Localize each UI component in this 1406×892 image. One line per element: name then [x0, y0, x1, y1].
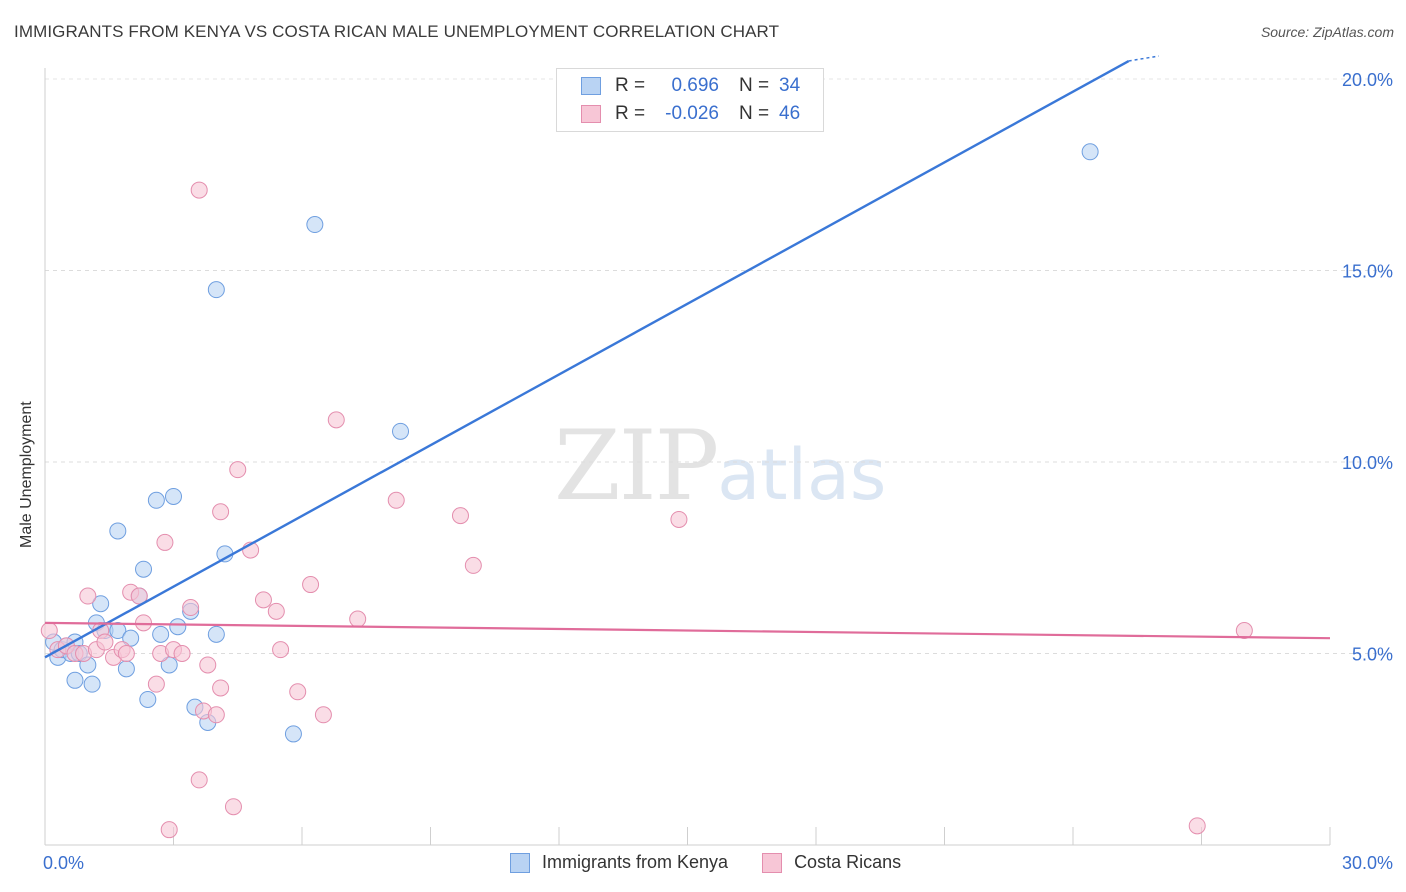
watermark: ZIPatlas — [554, 410, 886, 522]
point-costa-rica — [327, 411, 345, 429]
point-costa-rica — [96, 633, 114, 651]
point-costa-rica — [156, 533, 174, 551]
kenya-swatch — [510, 852, 530, 873]
point-costa-rica — [254, 591, 272, 609]
point-kenya — [92, 595, 110, 613]
watermark-zip: ZIP — [554, 410, 719, 522]
trendline-extension-kenya — [1128, 55, 1159, 62]
legend-item-costa-rica[interactable]: Costa Ricans — [762, 852, 901, 873]
point-costa-rica — [147, 675, 165, 693]
n-label: N = — [739, 75, 770, 96]
x-tick-label: 30.0% — [1342, 853, 1393, 873]
legend-label-costa-rica: Costa Ricans — [794, 852, 902, 872]
costa-swatch — [581, 105, 601, 123]
point-costa-rica — [272, 641, 290, 659]
point-kenya — [147, 491, 165, 509]
legend-row-kenya: R = 0.696 N = 34 — [581, 73, 800, 99]
point-kenya — [152, 625, 170, 643]
y-tick-label: 5.0% — [1352, 645, 1393, 665]
point-kenya — [109, 522, 127, 540]
point-kenya — [117, 660, 135, 678]
x-tick-label: 0.0% — [43, 853, 84, 873]
legend-label-kenya: Immigrants from Kenya — [542, 852, 729, 872]
point-costa-rica — [173, 645, 191, 662]
point-kenya — [66, 671, 84, 689]
r-label: R = — [615, 103, 646, 124]
point-costa-rica — [135, 614, 153, 632]
point-costa-rica — [199, 656, 217, 674]
point-kenya — [207, 625, 225, 643]
costa-swatch — [762, 852, 783, 873]
correlation-legend: R = 0.696 N = 34 R = -0.026 N = 46 — [556, 68, 824, 132]
r-label: R = — [615, 75, 646, 96]
point-costa-rica — [130, 587, 148, 605]
point-costa-rica — [190, 771, 208, 789]
point-kenya — [392, 422, 410, 440]
point-costa-rica — [387, 491, 405, 509]
r-value: -0.026 — [665, 103, 719, 124]
point-kenya — [284, 725, 302, 743]
point-costa-rica — [160, 821, 178, 839]
r-value: 0.696 — [671, 75, 719, 96]
watermark-atlas: atlas — [717, 434, 887, 516]
point-costa-rica — [229, 461, 247, 479]
point-costa-rica — [182, 599, 200, 617]
y-tick-label: 15.0% — [1342, 262, 1393, 282]
point-costa-rica — [464, 556, 482, 574]
trendline-kenya — [44, 59, 1130, 659]
point-kenya — [207, 281, 225, 299]
point-kenya — [139, 690, 157, 708]
point-costa-rica — [212, 503, 230, 521]
point-costa-rica — [207, 706, 225, 724]
point-costa-rica — [267, 602, 285, 620]
point-kenya — [306, 216, 324, 234]
point-kenya — [1081, 143, 1099, 161]
trendline-costa-rica — [44, 621, 1331, 640]
point-costa-rica — [451, 507, 469, 525]
point-kenya — [135, 560, 153, 578]
point-costa-rica — [212, 679, 230, 697]
point-costa-rica — [670, 510, 688, 528]
point-costa-rica — [1188, 817, 1206, 835]
y-axis-label: Male Unemployment — [18, 401, 35, 548]
point-kenya — [165, 487, 182, 505]
y-tick-label: 10.0% — [1342, 453, 1393, 473]
point-costa-rica — [349, 610, 367, 628]
series-legend: Immigrants from Kenya Costa Ricans — [510, 852, 935, 873]
point-costa-rica — [117, 645, 135, 662]
y-tick-label: 20.0% — [1342, 70, 1393, 90]
legend-item-kenya[interactable]: Immigrants from Kenya — [510, 852, 728, 873]
n-value: 46 — [779, 103, 801, 124]
legend-row-costa-rica: R = -0.026 N = 46 — [581, 101, 800, 127]
chart-title: IMMIGRANTS FROM KENYA VS COSTA RICAN MAL… — [14, 22, 780, 41]
point-kenya — [169, 618, 187, 636]
point-costa-rica — [40, 622, 58, 640]
point-costa-rica — [190, 181, 208, 199]
kenya-swatch — [581, 77, 601, 95]
point-costa-rica — [224, 798, 242, 816]
point-kenya — [109, 622, 127, 640]
point-costa-rica — [79, 587, 97, 605]
point-kenya — [83, 675, 101, 693]
point-costa-rica — [1235, 622, 1253, 640]
n-label: N = — [739, 103, 770, 124]
point-costa-rica — [302, 576, 320, 594]
point-costa-rica — [314, 706, 332, 724]
source-label: Source: ZipAtlas.com — [1260, 24, 1394, 40]
point-costa-rica — [289, 683, 307, 701]
n-value: 34 — [779, 75, 801, 96]
